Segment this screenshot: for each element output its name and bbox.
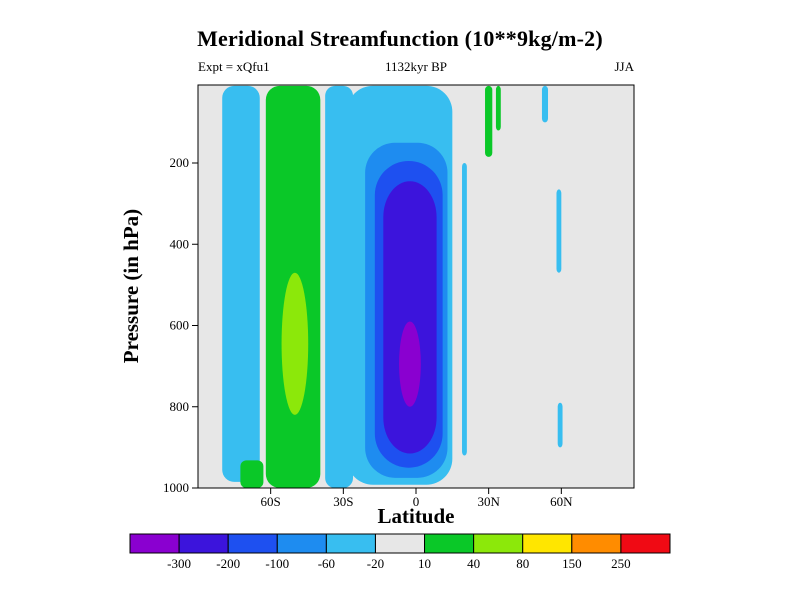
time-label: 1132kyr BP [385, 59, 447, 74]
y-tick-label: 800 [170, 399, 190, 414]
y-tick-label: 400 [170, 236, 190, 251]
y-tick-label: 200 [170, 155, 190, 170]
x-tick-label: 0 [413, 494, 420, 509]
season-label: JJA [614, 59, 634, 74]
contour-n60-low-streak [557, 402, 563, 448]
contour-n30-top-streak [485, 85, 493, 157]
colorbar-segment [374, 533, 426, 554]
colorbar-label: -100 [265, 556, 289, 571]
colorbar-label: 10 [418, 556, 431, 571]
y-tick-label: 600 [170, 318, 190, 333]
colorbar-label: -200 [216, 556, 240, 571]
page-title: Meridional Streamfunction (10**9kg/m-2) [197, 26, 603, 51]
contour-antarctic-bottom-positive [240, 460, 264, 488]
colorbar-label: -20 [367, 556, 384, 571]
colorbar-label: -300 [167, 556, 191, 571]
x-tick-label: 30S [333, 494, 353, 509]
x-tick-label: 30N [477, 494, 500, 509]
contour-layers [222, 85, 563, 488]
colorbar-segment [620, 533, 671, 554]
contour-n60-mid-streak [556, 189, 562, 273]
colorbar-segment [227, 533, 278, 554]
x-axis-label: Latitude [377, 504, 455, 528]
colorbar-label: -60 [318, 556, 335, 571]
colorbar-segment [325, 533, 376, 554]
contour-hadley-core [399, 321, 421, 407]
experiment-label: Expt = xQfu1 [198, 59, 270, 74]
y-tick-label: 1000 [163, 480, 189, 495]
x-tick-label: 60N [550, 494, 573, 509]
contour-n34-top-streak [495, 85, 501, 131]
colorbar-label: 40 [467, 556, 480, 571]
colorbar-label: 80 [516, 556, 529, 571]
colorbar-segment [571, 533, 622, 554]
contour-southern-ferrel-core [281, 272, 309, 415]
colorbar-label: 250 [611, 556, 631, 571]
contour-hadley-west-band [325, 85, 354, 488]
colorbar-label: 150 [562, 556, 582, 571]
colorbar-segment [276, 533, 327, 554]
colorbar-segment [178, 533, 229, 554]
contour-n20-column [462, 163, 467, 456]
contour-antarctic-cell-band [222, 85, 260, 482]
colorbar-segment [424, 533, 475, 554]
colorbar-segment [522, 533, 573, 554]
x-tick-label: 60S [261, 494, 281, 509]
colorbar-segment [473, 533, 524, 554]
contour-hadley-m300 [383, 181, 437, 454]
contour-n53-top-streak [541, 85, 549, 123]
colorbar-segment [129, 533, 180, 554]
